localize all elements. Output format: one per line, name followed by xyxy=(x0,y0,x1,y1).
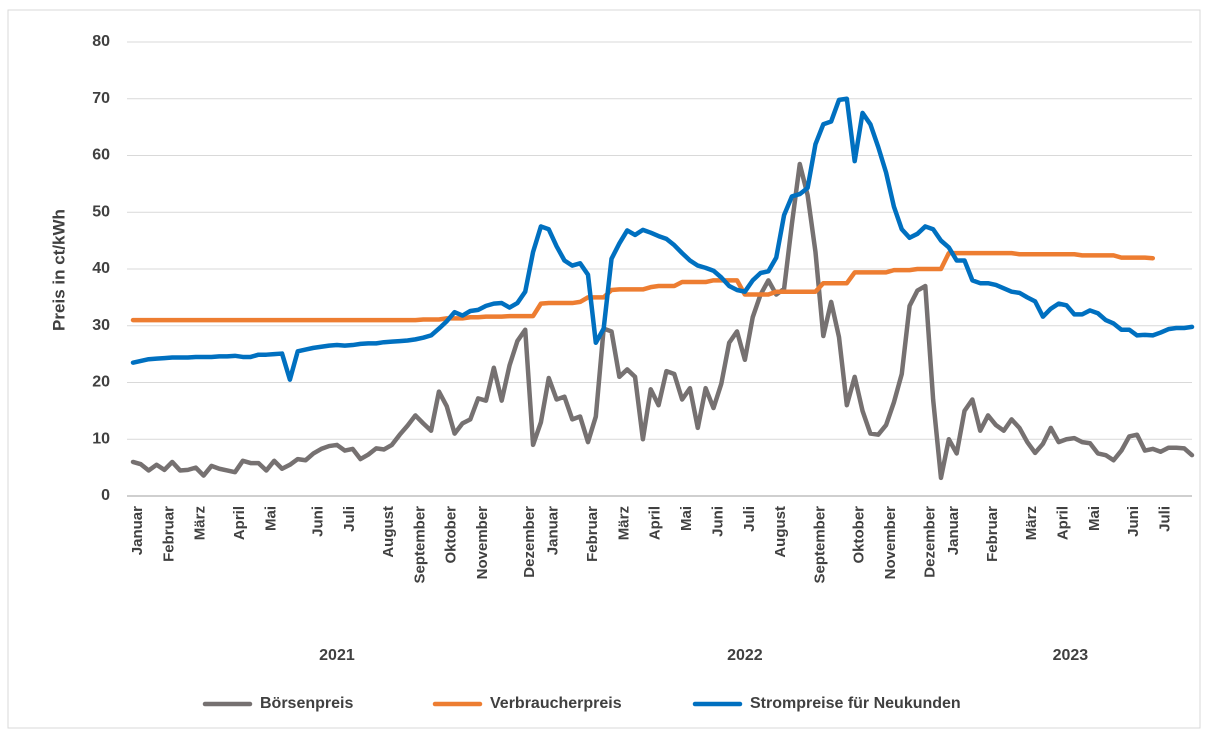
year-label: 2022 xyxy=(727,647,763,664)
x-tick-label: Mai xyxy=(678,506,695,531)
x-tick-label: April xyxy=(231,506,248,540)
x-tick-label: März xyxy=(192,506,209,540)
x-tick-label: August xyxy=(772,506,789,558)
y-tick-label: 30 xyxy=(92,317,110,334)
x-tick-label: Juli xyxy=(341,506,358,532)
y-tick-label: 20 xyxy=(92,374,110,391)
x-tick-label: September xyxy=(811,506,828,584)
chart-border xyxy=(7,9,1201,729)
x-tick-label: Februar xyxy=(160,506,177,562)
x-tick-label: November xyxy=(882,506,899,580)
x-tick-label: April xyxy=(1055,506,1072,540)
x-tick-label: Juni xyxy=(1125,506,1142,537)
y-tick-label: 40 xyxy=(92,260,110,277)
x-tick-label: Januar xyxy=(945,506,962,555)
y-axis-title: Preis in ct/kWh xyxy=(49,209,68,331)
legend-label: Börsenpreis xyxy=(260,695,353,712)
y-tick-label: 60 xyxy=(92,147,110,164)
x-tick-label: Februar xyxy=(584,506,601,562)
x-tick-label: Juli xyxy=(741,506,758,532)
x-tick-label: Dezember xyxy=(921,506,938,578)
x-tick-label: April xyxy=(647,506,664,540)
y-tick-label: 10 xyxy=(92,430,110,447)
x-tick-label: Oktober xyxy=(851,506,868,564)
x-tick-label: November xyxy=(474,506,491,580)
y-tick-label: 70 xyxy=(92,90,110,107)
x-tick-label: Juni xyxy=(309,506,326,537)
x-tick-label: Februar xyxy=(984,506,1001,562)
year-label: 2023 xyxy=(1053,647,1089,664)
year-label: 2021 xyxy=(319,647,355,664)
x-tick-label: Mai xyxy=(1086,506,1103,531)
x-tick-label: Juni xyxy=(709,506,726,537)
series-line xyxy=(130,250,1156,323)
x-tick-label: September xyxy=(411,506,428,584)
y-tick-label: 50 xyxy=(92,203,110,220)
x-tick-label: Januar xyxy=(129,506,146,555)
x-tick-label: Januar xyxy=(545,506,562,555)
x-tick-label: März xyxy=(615,506,632,540)
series-line xyxy=(130,96,1195,382)
legend-label: Verbraucherpreis xyxy=(490,695,622,712)
x-tick-label: August xyxy=(380,506,397,558)
x-tick-label: März xyxy=(1023,506,1040,540)
x-tick-label: Juli xyxy=(1157,506,1174,532)
series-line xyxy=(130,161,1195,481)
y-tick-label: 80 xyxy=(92,33,110,50)
x-tick-label: Dezember xyxy=(521,506,538,578)
legend-label: Strompreise für Neukunden xyxy=(750,695,961,712)
x-tick-label: Oktober xyxy=(443,506,460,564)
x-tick-label: Mai xyxy=(262,506,279,531)
y-tick-label: 0 xyxy=(101,487,110,504)
